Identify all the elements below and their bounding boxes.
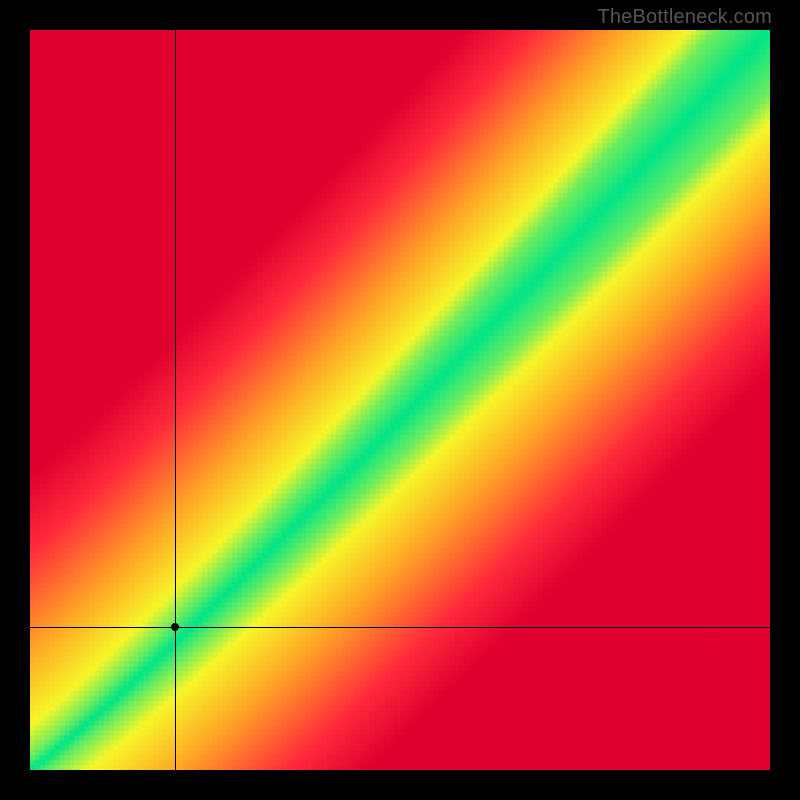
crosshair-horizontal — [30, 627, 770, 628]
watermark-text: TheBottleneck.com — [597, 6, 772, 29]
chart-container: TheBottleneck.com — [0, 0, 800, 800]
crosshair-dot — [171, 623, 179, 631]
crosshair-vertical — [175, 30, 176, 770]
plot-area — [30, 30, 770, 770]
heatmap-canvas — [30, 30, 770, 770]
